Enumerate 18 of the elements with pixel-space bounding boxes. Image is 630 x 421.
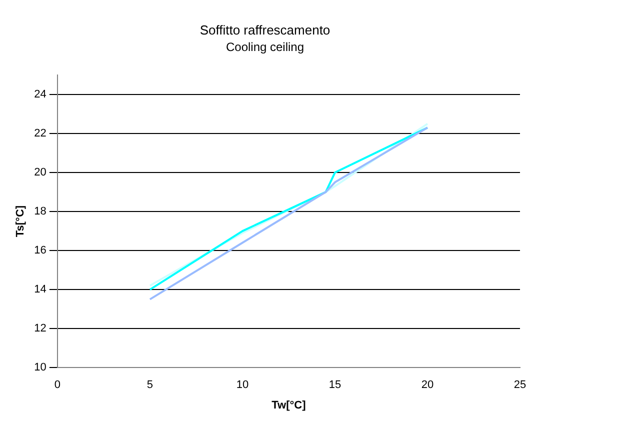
x-tick-label: 20 [421, 379, 434, 392]
x-tick-label: 5 [146, 379, 154, 392]
y-tick-label: 18 [34, 206, 46, 218]
x-tick-label: 15 [328, 379, 342, 392]
x-tick-label: 10 [236, 379, 249, 392]
y-tick-label: 22 [34, 128, 46, 140]
y-tick-label: 24 [34, 88, 46, 101]
y-tick-label: 12 [34, 322, 46, 335]
x-tick-label: 0 [54, 379, 60, 392]
y-tick-label: 10 [34, 362, 46, 374]
y-tick-label: 16 [34, 244, 46, 257]
chart-subtitle: Cooling ceiling [226, 40, 304, 54]
y-tick-label: 20 [34, 166, 46, 179]
chart-title: Soffitto raffrescamento [200, 22, 330, 38]
x-axis-title: Tw[°C] [272, 399, 306, 412]
y-tick-label: 14 [34, 284, 46, 296]
x-tick-label: 25 [514, 379, 526, 392]
y-axis-title: Ts[°C] [14, 205, 27, 238]
